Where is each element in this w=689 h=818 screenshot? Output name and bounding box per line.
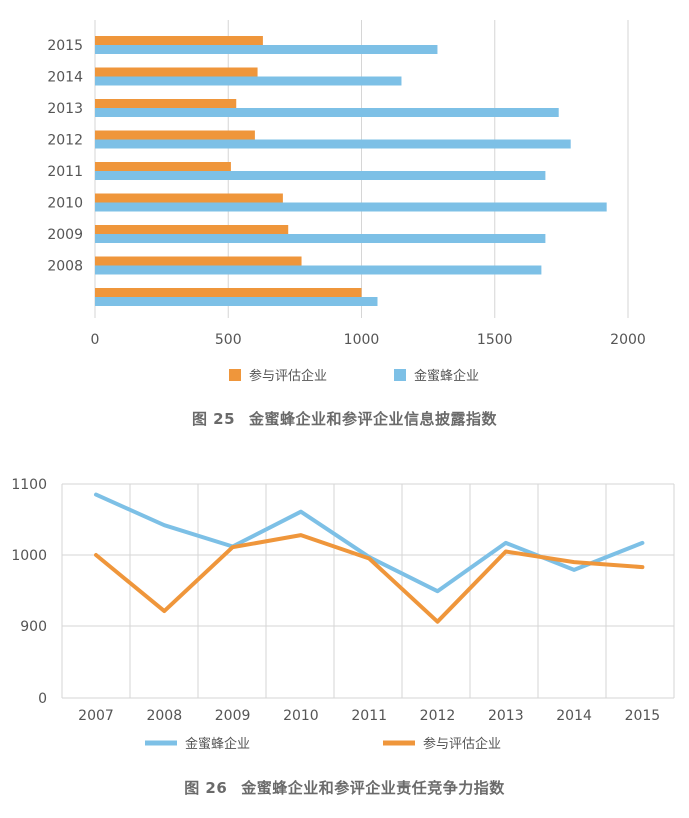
chart1-category-label: 2015	[47, 38, 83, 54]
chart1-caption-text: 金蜜蜂企业和参评企业信息披露指数	[249, 410, 498, 428]
chart1-x-tick-label: 1500	[477, 332, 513, 348]
chart2-series-lines	[94, 492, 645, 624]
chart1-x-tick-labels: 0 500 1000 1500 2000	[91, 332, 646, 348]
chart1-bar-participants-2008	[95, 256, 302, 266]
chart1-x-tick-label: 2000	[610, 332, 646, 348]
chart2-x-tick-label: 2010	[283, 708, 319, 724]
chart2-x-tick-label: 2015	[625, 708, 661, 724]
chart1-bar-participants-2010	[95, 193, 283, 203]
chart1-category-label: 2008	[47, 259, 83, 275]
chart2-x-tick-label: 2008	[146, 708, 182, 724]
chart1-legend-label: 参与评估企业	[249, 368, 327, 384]
chart-competitiveness-index: 1100 1000 900 0 2007 2008 2009 2010 2011 2012 201…	[11, 477, 675, 752]
chart1-bar-participants-2009	[95, 225, 289, 234]
chart2-figure-number: 图 26	[184, 779, 228, 797]
chart1-caption: 图 25 金蜜蜂企业和参评企业信息披露指数	[0, 408, 689, 429]
chart2-legend-label: 金蜜蜂企业	[185, 736, 250, 752]
chart2-y-tick-label: 0	[38, 691, 47, 707]
chart1-legend: 参与评估企业 金蜜蜂企业	[229, 368, 479, 384]
chart2-y-tick-labels: 1100 1000 900 0	[11, 477, 47, 707]
chart1-bar-golden-bee-2008	[95, 265, 542, 275]
chart1-bar-participants-2014	[95, 67, 258, 77]
chart1-bar-golden-bee-2015	[95, 45, 438, 54]
chart1-bar-participants-2015	[95, 36, 263, 45]
chart1-x-tick-label: 1000	[344, 332, 380, 348]
chart2-line-golden-bee	[94, 492, 645, 594]
chart1-bars	[95, 36, 607, 306]
chart1-legend-label: 金蜜蜂企业	[414, 368, 479, 384]
chart1-bar-golden-bee-2010	[95, 202, 607, 212]
chart2-legend: 金蜜蜂企业 参与评估企业	[145, 736, 501, 752]
chart2-x-tick-label: 2009	[215, 708, 251, 724]
chart1-bar-golden-bee-2014	[95, 76, 402, 86]
chart2-y-tick-label: 1000	[11, 548, 47, 564]
chart1-figure-number: 图 25	[191, 410, 236, 428]
chart-information-disclosure-index: 2008 2009 2010 2011 2012 2013 2014 2015 0 500 100…	[47, 20, 646, 384]
chart1-bar-participants-2012	[95, 130, 255, 140]
chart1-x-tick-label: 0	[91, 332, 100, 348]
chart2-x-tick-label: 2013	[488, 708, 524, 724]
chart1-category-label: 2011	[47, 164, 83, 180]
chart2-x-tick-label: 2011	[351, 708, 387, 724]
chart1-bar-golden-bee-2009	[95, 234, 546, 243]
chart2-x-tick-label: 2007	[78, 708, 114, 724]
chart2-x-tick-label: 2014	[556, 708, 592, 724]
chart2-legend-label: 参与评估企业	[423, 736, 501, 752]
chart1-bar-golden-bee-2012	[95, 139, 571, 149]
chart1-category-label: 2014	[47, 70, 83, 86]
chart1-bar-golden-bee-2013	[95, 108, 559, 117]
chart2-caption: 图 26 金蜜蜂企业和参评企业责任竞争力指数	[0, 777, 689, 798]
chart2-x-tick-label: 2012	[420, 708, 456, 724]
chart1-x-tick-label: 500	[215, 332, 242, 348]
chart2-gridlines	[61, 483, 675, 699]
chart2-x-tick-labels: 2007 2008 2009 2010 2011 2012 2013 2014 2015	[78, 708, 660, 724]
chart1-category-label: 2009	[47, 227, 83, 243]
chart1-bar-golden-bee-2011	[95, 171, 546, 180]
chart1-category-labels: 2008 2009 2010 2011 2012 2013 2014 2015	[47, 38, 83, 275]
chart2-line-participants	[94, 533, 645, 624]
chart2-y-tick-label: 900	[20, 619, 47, 635]
chart1-category-label: 2010	[47, 196, 83, 212]
chart1-legend-swatch	[394, 369, 406, 381]
chart1-legend-swatch	[229, 369, 241, 381]
chart1-bar-participants-base	[95, 288, 362, 297]
chart1-category-label: 2012	[47, 133, 83, 149]
chart2-caption-text: 金蜜蜂企业和参评企业责任竞争力指数	[241, 779, 505, 797]
chart1-bar-participants-2013	[95, 99, 237, 108]
chart2-y-tick-label: 1100	[11, 477, 47, 493]
chart1-category-label: 2013	[47, 101, 83, 117]
chart1-bar-golden-bee-base	[95, 297, 378, 306]
chart1-bar-participants-2011	[95, 162, 231, 171]
